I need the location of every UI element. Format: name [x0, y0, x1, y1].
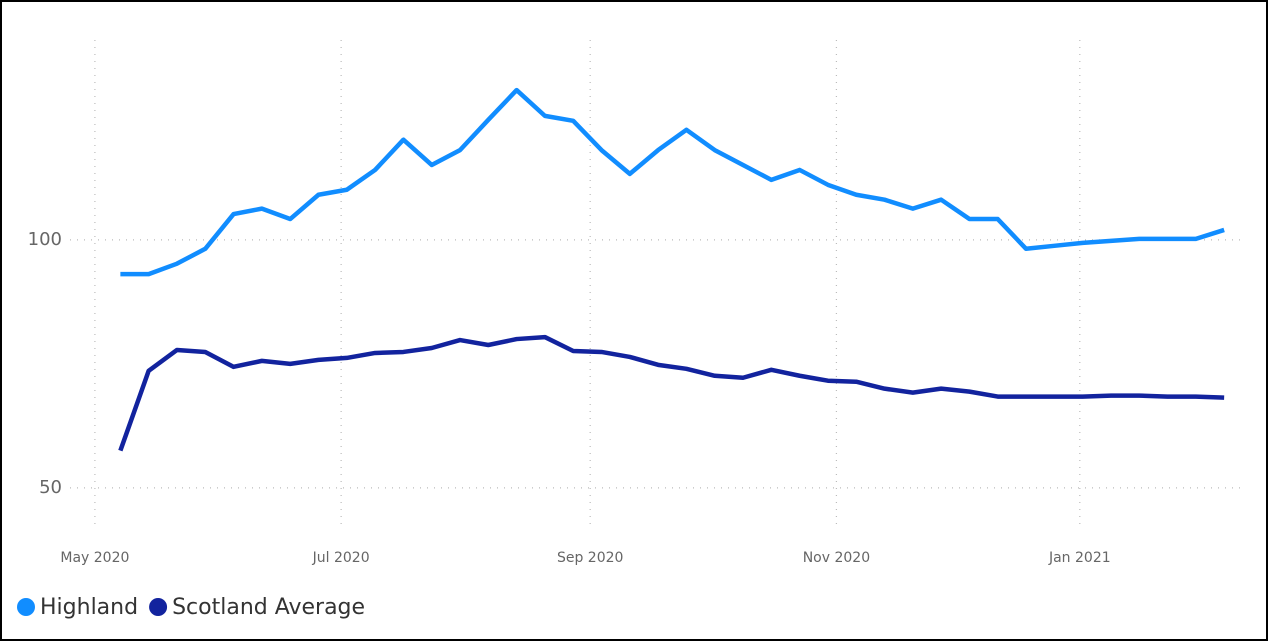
x-tick-label: Jul 2020 [312, 550, 370, 566]
series-line [120, 87, 1225, 277]
legend-label: Highland [40, 595, 138, 620]
y-tick-label: 100 [28, 229, 62, 250]
x-tick-label: Sep 2020 [557, 550, 623, 566]
x-tick-label: May 2020 [60, 550, 129, 566]
legend-marker [17, 598, 35, 616]
legend-marker [149, 598, 168, 616]
series-line [118, 334, 1225, 452]
legend-label: Scotland Average [172, 595, 365, 620]
x-tick-label: Nov 2020 [803, 550, 870, 566]
x-tick-label: Jan 2021 [1048, 550, 1111, 566]
y-tick-label: 50 [39, 477, 62, 498]
